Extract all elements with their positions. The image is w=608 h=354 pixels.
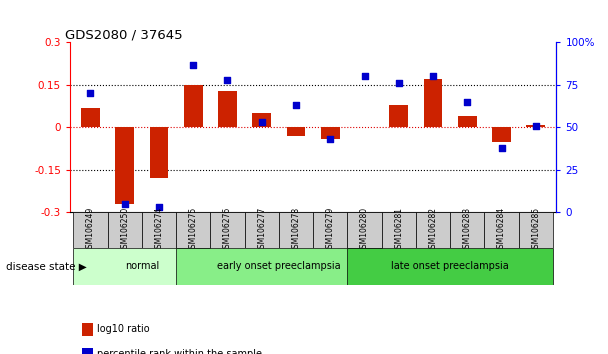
Bar (389, 105, 408, 127)
Bar (347, 248, 553, 285)
Bar (527, 125, 545, 127)
Bar (458, 116, 477, 127)
Text: GSM106276: GSM106276 (223, 207, 232, 253)
Bar (184, 85, 202, 127)
Text: GSM106285: GSM106285 (531, 207, 541, 253)
Point (394, 80, 404, 86)
Bar (176, 248, 382, 285)
Bar (150, 127, 168, 178)
Text: late onset preeclampsia: late onset preeclampsia (392, 261, 509, 272)
Bar (416, 212, 450, 248)
Text: GSM106249: GSM106249 (86, 207, 95, 253)
Bar (142, 212, 176, 248)
Text: GSM106275: GSM106275 (188, 207, 198, 253)
Bar (252, 113, 271, 127)
Bar (286, 127, 305, 136)
Bar (74, 212, 108, 248)
Bar (176, 212, 210, 248)
Text: GSM106284: GSM106284 (497, 207, 506, 253)
Text: GSM106280: GSM106280 (360, 207, 369, 253)
Bar (81, 108, 100, 127)
Text: GSM106282: GSM106282 (429, 207, 438, 253)
Point (325, 137, 335, 142)
Bar (485, 212, 519, 248)
Point (531, 123, 541, 129)
Text: disease state ▶: disease state ▶ (6, 261, 87, 272)
Bar (450, 212, 485, 248)
Point (120, 201, 130, 207)
Point (154, 205, 164, 210)
Bar (382, 212, 416, 248)
Bar (74, 248, 210, 285)
Text: GSM106281: GSM106281 (394, 207, 403, 253)
Bar (218, 91, 237, 127)
Point (223, 77, 232, 83)
Text: GSM106278: GSM106278 (291, 207, 300, 253)
Bar (116, 127, 134, 204)
Point (428, 74, 438, 79)
Text: GSM106277: GSM106277 (257, 207, 266, 253)
Bar (347, 212, 382, 248)
Bar (210, 212, 244, 248)
Bar (492, 127, 511, 142)
Text: log10 ratio: log10 ratio (97, 324, 150, 334)
Point (497, 145, 506, 151)
Text: GSM106283: GSM106283 (463, 207, 472, 253)
Point (257, 120, 266, 125)
Bar (313, 212, 347, 248)
Point (188, 62, 198, 67)
Text: early onset preeclampsia: early onset preeclampsia (217, 261, 340, 272)
Text: GDS2080 / 37645: GDS2080 / 37645 (65, 28, 182, 41)
Bar (519, 212, 553, 248)
Bar (108, 212, 142, 248)
Text: GSM106279: GSM106279 (326, 207, 335, 253)
Text: normal: normal (125, 261, 159, 272)
Bar (424, 79, 443, 127)
Text: GSM106250: GSM106250 (120, 207, 130, 253)
Point (463, 99, 472, 105)
Point (360, 74, 370, 79)
Bar (279, 212, 313, 248)
Point (86, 91, 95, 96)
Text: percentile rank within the sample: percentile rank within the sample (97, 349, 262, 354)
Point (291, 103, 301, 108)
Bar (321, 127, 340, 139)
Text: GSM106274: GSM106274 (154, 207, 164, 253)
Bar (244, 212, 279, 248)
